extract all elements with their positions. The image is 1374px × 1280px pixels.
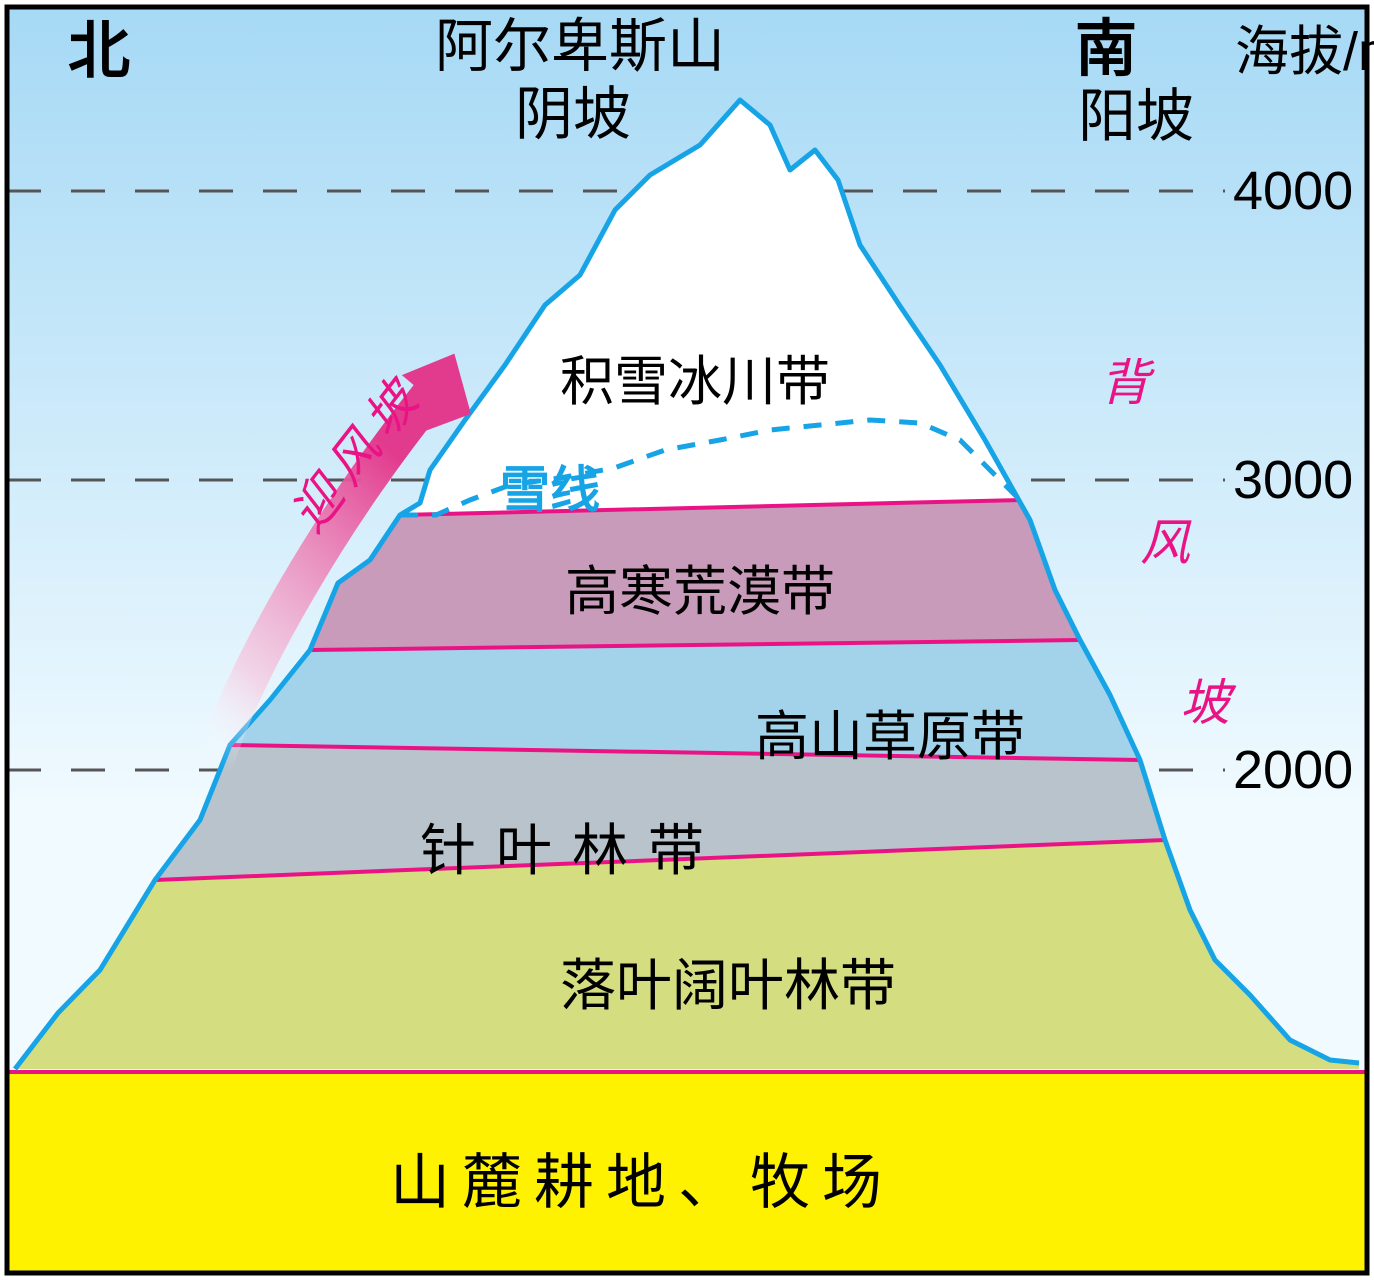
zone-label-grassland: 高山草原带 [755, 707, 1025, 767]
zone-label-broadleaf: 落叶阔叶林带 [560, 954, 896, 1017]
snowline-label: 雪线 [500, 462, 600, 518]
altitude-tick-3000: 3000 [1233, 450, 1353, 510]
zone-label-farmland: 山麓耕地、牧场 [390, 1149, 894, 1216]
sunny-slope-label: 阳坡 [1078, 84, 1194, 149]
leeward-char-1: 风 [1140, 515, 1192, 571]
mountain-zonation-diagram: 4000 3000 2000 海拔/m 山麓耕地、牧场 落叶阔叶林带 针叶林带高山草原带 高寒… [0, 0, 1374, 1280]
zone-label-alpine-desert: 高寒荒漠带 [565, 562, 835, 622]
leeward-char-2: 坡 [1180, 675, 1237, 731]
leeward-char-0: 背 [1100, 355, 1155, 411]
mountain-name-label: 阿尔卑斯山 [435, 14, 725, 79]
south-label: 南 [1075, 15, 1137, 84]
north-label: 北 [68, 17, 130, 86]
zone-label-snow: 积雪冰川带 [560, 352, 830, 412]
zone-label-coniferous: 针叶林带 [420, 819, 724, 882]
shady-slope-label: 阴坡 [515, 82, 631, 147]
axis-title: 海拔/m [1235, 22, 1374, 82]
altitude-tick-4000: 4000 [1233, 161, 1353, 221]
altitude-tick-2000: 2000 [1233, 740, 1353, 800]
